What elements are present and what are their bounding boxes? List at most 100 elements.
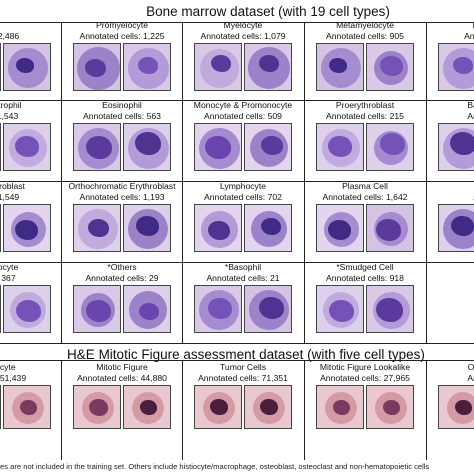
- divider-line: [304, 360, 305, 460]
- micrograph-row: [305, 43, 425, 91]
- micrograph-row: [305, 123, 425, 171]
- micrograph-image: [366, 285, 414, 333]
- micrograph-image: [123, 123, 171, 171]
- annotated-count: lls: 1,549: [0, 192, 20, 202]
- divider-line: [182, 360, 183, 460]
- micrograph-row: [427, 43, 474, 91]
- micrograph-image: [438, 385, 474, 429]
- divider-line: [0, 343, 474, 344]
- micrograph-image: [0, 385, 1, 429]
- micrograph-image: [244, 204, 292, 252]
- micrograph-image: [73, 385, 121, 429]
- cell-type-panel: lls: 2,486: [0, 20, 62, 98]
- micrograph-image: [366, 385, 414, 429]
- micrograph-image: [0, 204, 1, 252]
- bm-dataset-title: Bone marrow dataset (with 19 cell types): [146, 4, 390, 19]
- annotated-count: Annotated cells: 1,642: [322, 192, 408, 202]
- annotated-count: Annotated cells: 1,193: [79, 192, 165, 202]
- annotated-count: Annotated cells: 215: [326, 111, 404, 121]
- divider-line: [0, 262, 474, 263]
- cell-type-panel: MitoAnnota: [427, 181, 474, 259]
- cell-type-name: Band N: [427, 20, 474, 31]
- cell-type-name: elocyte: [0, 362, 16, 372]
- cell-type-panel: Eosinophil Annotated cells: 563: [62, 100, 182, 178]
- micrograph-row: [0, 285, 62, 333]
- micrograph-row: [427, 123, 474, 171]
- annotated-count: Annota: [427, 192, 474, 203]
- divider-line: [61, 360, 62, 460]
- cell-type-name: *Basophil: [224, 262, 262, 272]
- micrograph-image: [123, 385, 171, 429]
- micrograph-image: [0, 285, 1, 333]
- annotated-count: Annotated cells: 44,880: [77, 373, 167, 383]
- micrograph-image: [194, 123, 242, 171]
- micrograph-image: [3, 43, 51, 91]
- divider-line: [0, 181, 474, 182]
- micrograph-image: [438, 123, 474, 171]
- cell-type-name: *Smudged Cell: [336, 262, 394, 272]
- cell-type-panel: Lymphocyte Annotated cells: 702: [183, 181, 303, 259]
- micrograph-row: [305, 385, 425, 429]
- micrograph-row: [427, 385, 474, 429]
- annotated-count: Annotated: [467, 373, 474, 383]
- cell-type-name: Plasma Cell: [342, 181, 388, 191]
- micrograph-image: [244, 285, 292, 333]
- micrograph-image: [366, 204, 414, 252]
- micrograph-image: [316, 43, 364, 91]
- cell-type-name: Proerythroblast: [335, 100, 395, 110]
- micrograph-row: [183, 285, 303, 333]
- cell-type-panel: [427, 262, 474, 340]
- divider-line: [426, 22, 427, 343]
- micrograph-image: [316, 285, 364, 333]
- cell-type-panel: Myelocyte Annotated cells: 1,079: [183, 20, 303, 98]
- micrograph-row: [62, 385, 182, 429]
- divider-line: [0, 360, 474, 361]
- micrograph-image: [73, 123, 121, 171]
- divider-line: [304, 22, 305, 343]
- micrograph-image: [3, 385, 51, 429]
- cell-type-panel: *Others Annotated cells: 29: [62, 262, 182, 340]
- micrograph-row: [62, 123, 182, 171]
- cell-type-name: Mitotic Figure: [96, 362, 148, 372]
- cell-type-panel: Band NAnnotated c: [427, 20, 474, 98]
- micrograph-image: [73, 204, 121, 252]
- micrograph-image: [194, 385, 242, 429]
- cell-type-panel: *Smudged Cell Annotated cells: 918: [305, 262, 425, 340]
- micrograph-image: [73, 43, 121, 91]
- cell-type-panel: Mitotic Figure Annotated cells: 44,880: [62, 362, 182, 440]
- annotated-count: Annotated cells: 509: [204, 111, 282, 121]
- divider-line: [0, 22, 474, 23]
- micrograph-row: [62, 43, 182, 91]
- micrograph-image: [438, 43, 474, 91]
- cell-type-panel: Metamyelocyte Annotated cells: 905: [305, 20, 425, 98]
- footnote: es are not included in the training set.…: [0, 462, 430, 471]
- cell-type-name: Neutrophil: [0, 100, 22, 110]
- micrograph-row: [183, 43, 303, 91]
- cell-type-panel: Monocyte & Promonocyte Annotated cells: 5…: [183, 100, 303, 178]
- micrograph-image: [194, 285, 242, 333]
- micrograph-image: [0, 123, 1, 171]
- micrograph-image: [3, 123, 51, 171]
- annotated-count: Annotated c: [464, 31, 474, 41]
- micrograph-image: [366, 123, 414, 171]
- micrograph-image: [316, 123, 364, 171]
- micrograph-row: [0, 43, 62, 91]
- micrograph-row: [62, 285, 182, 333]
- annotated-count: Annotated cells: 21: [206, 273, 280, 283]
- micrograph-row: [183, 123, 303, 171]
- cell-type-name: Basophilic: [467, 100, 474, 110]
- cell-type-panel: Neutrophills: 1,543: [0, 100, 62, 178]
- micrograph-image: [316, 204, 364, 252]
- divider-line: [182, 22, 183, 343]
- cell-type-name: Metamyelocyte: [336, 20, 394, 30]
- annotated-count: cells: 51,439: [0, 373, 27, 383]
- cell-type-name: *Others: [107, 262, 137, 272]
- divider-line: [61, 22, 62, 343]
- cell-type-panel: Mitotic Figure Lookalike Annotated cells:…: [305, 362, 425, 440]
- annotated-count: Annotated cells: 702: [204, 192, 282, 202]
- micrograph-image: [0, 43, 1, 91]
- cell-type-panel: Tumor Cells Annotated cells: 71,351: [183, 362, 303, 440]
- micrograph-row: [305, 204, 425, 252]
- cell-type-panel: Plasma Cell Annotated cells: 1,642: [305, 181, 425, 259]
